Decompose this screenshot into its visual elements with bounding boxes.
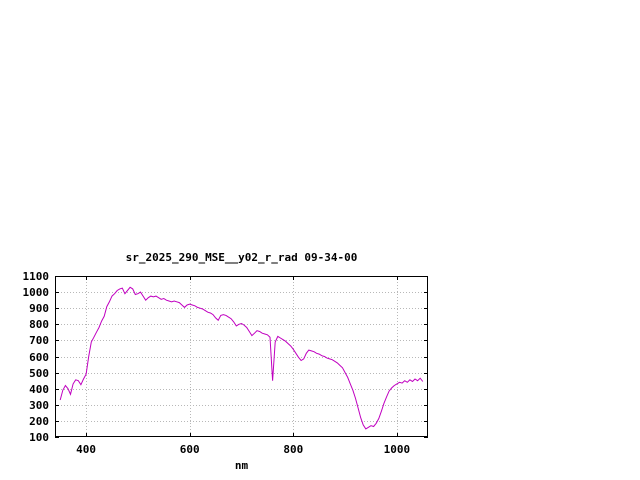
y-tick-label: 1100 bbox=[22, 270, 50, 283]
y-tick-label: 200 bbox=[29, 414, 49, 428]
x-axis-label: nm bbox=[234, 459, 249, 472]
y-tick-label: 100 bbox=[29, 431, 49, 444]
x-tick-label: 800 bbox=[283, 443, 304, 456]
y-tick-label: 700 bbox=[29, 334, 49, 348]
chart-title: sr_2025_290_MSE__y02_r_rad 09-34-00 bbox=[125, 251, 358, 264]
plot-area bbox=[55, 276, 428, 438]
y-tick-label: 900 bbox=[29, 302, 49, 316]
x-tick-label: 1000 bbox=[383, 443, 411, 456]
x-tick-label: 600 bbox=[179, 443, 200, 456]
y-tick-label: 1000 bbox=[22, 286, 50, 300]
y-tick-label: 400 bbox=[29, 382, 49, 396]
y-tick-label: 300 bbox=[29, 398, 49, 412]
y-tick-label: 800 bbox=[29, 318, 49, 332]
series-line bbox=[59, 286, 424, 430]
y-tick-label: 500 bbox=[29, 366, 49, 380]
x-tick-label: 400 bbox=[76, 443, 97, 456]
y-tick-label: 600 bbox=[29, 350, 49, 364]
plot-frame bbox=[55, 276, 428, 437]
